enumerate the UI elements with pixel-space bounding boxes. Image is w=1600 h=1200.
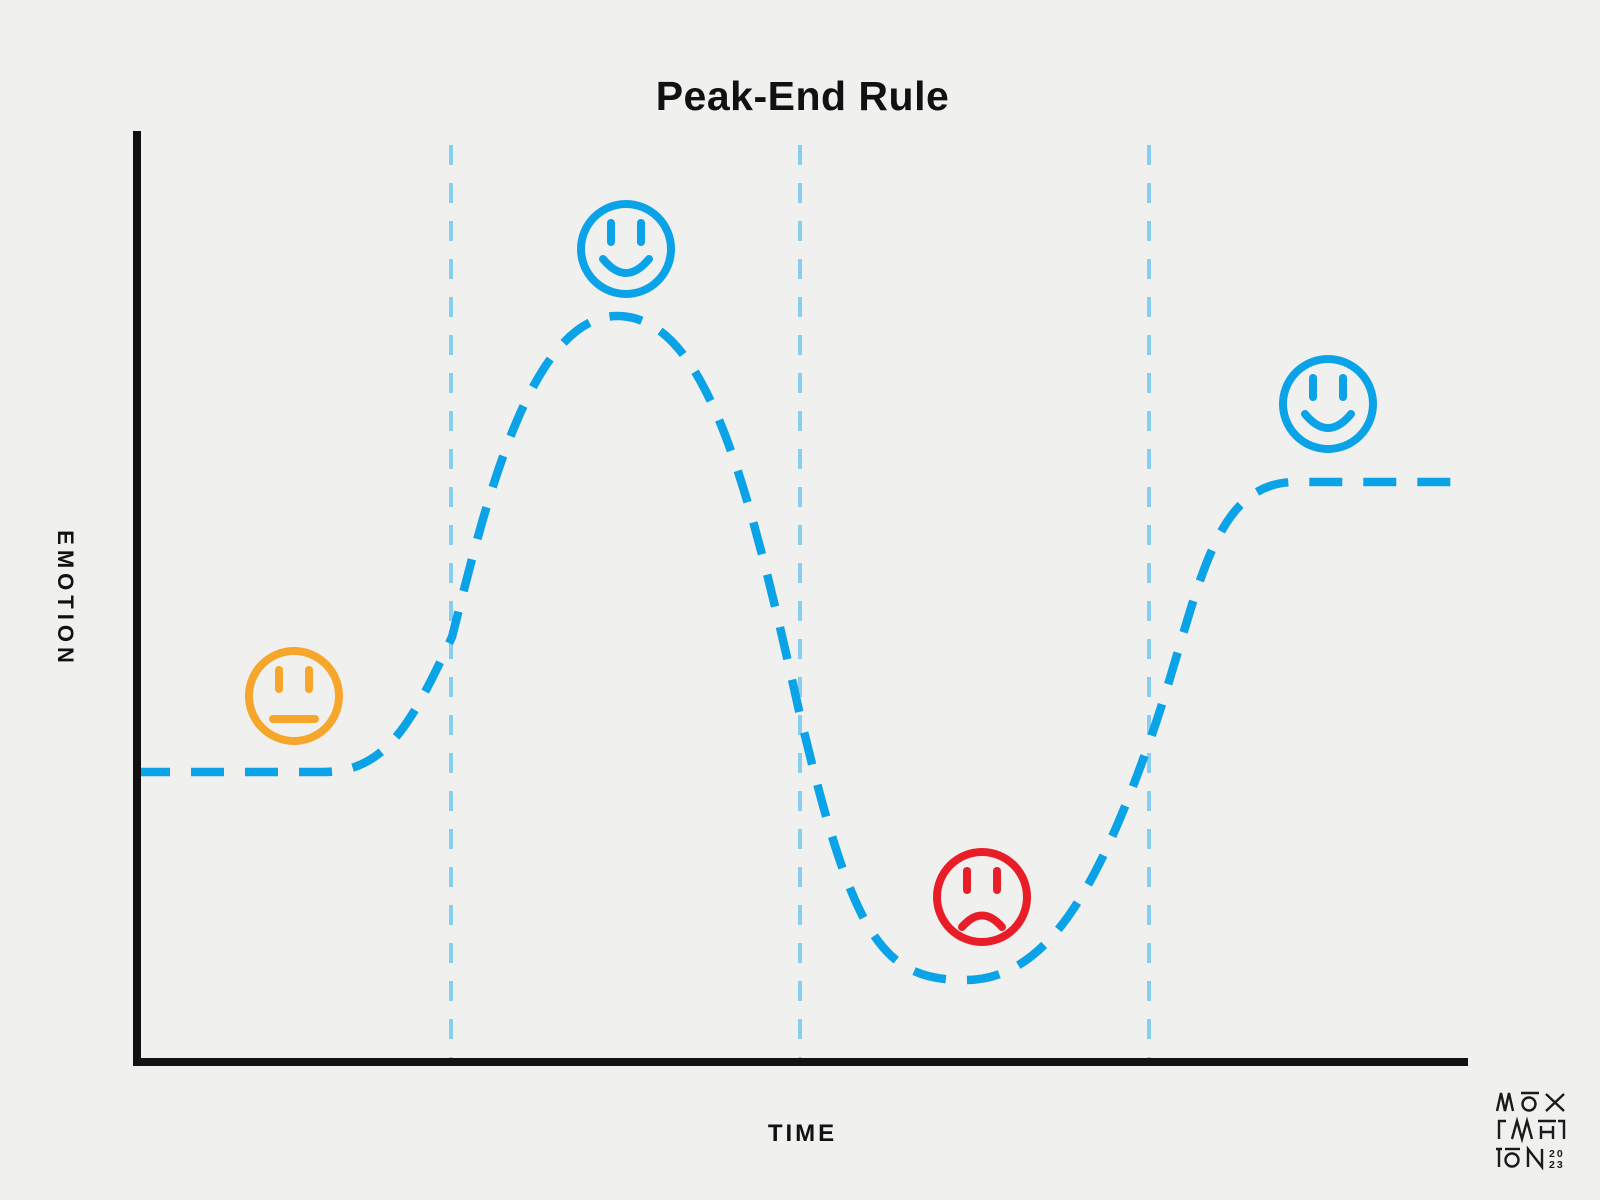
happy-face-end-icon	[1279, 355, 1377, 453]
logo-glyph-i	[1496, 1147, 1502, 1167]
logo-glyph-m2	[1510, 1116, 1534, 1144]
logo-glyph-o	[1521, 1096, 1537, 1112]
logo-year-bottom: 23	[1549, 1159, 1565, 1171]
logo-glyph-o2	[1504, 1152, 1520, 1168]
logo-glyph-n-bar	[1538, 1119, 1556, 1139]
logo-glyph-x	[1545, 1093, 1565, 1112]
x-axis-label: TIME	[767, 1120, 838, 1147]
happy-face-peak-icon	[577, 200, 675, 298]
logo-glyph-bracket-left	[1497, 1119, 1506, 1139]
logo-glyph-n2	[1526, 1145, 1544, 1171]
neutral-face-icon	[245, 647, 343, 745]
maximilian-logo: 20 23	[1495, 1091, 1566, 1171]
logo-glyph-bracket-right	[1558, 1119, 1566, 1139]
page-title: Peak-End Rule	[655, 73, 950, 120]
emotion-curve	[137, 311, 1467, 985]
logo-glyph-m	[1495, 1092, 1515, 1112]
logo-year-top: 20	[1549, 1148, 1565, 1160]
sad-face-icon	[933, 848, 1031, 946]
